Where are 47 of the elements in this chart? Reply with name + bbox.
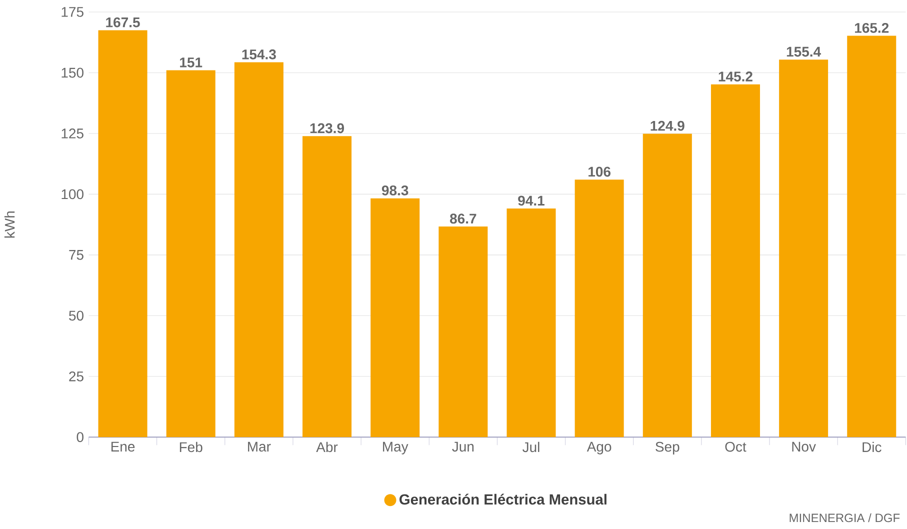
x-tick-label: Dic <box>862 442 882 452</box>
bar <box>710 84 760 438</box>
x-tick-label: Jun <box>452 442 474 452</box>
data-label: 155.4 <box>786 46 821 57</box>
data-label: 165.2 <box>855 22 889 33</box>
bar <box>642 134 692 438</box>
bar <box>506 208 556 438</box>
x-tick-label: Oct <box>725 442 746 452</box>
bar <box>234 62 284 438</box>
legend-label: Generación Eléctrica Mensual <box>400 494 606 505</box>
bar <box>370 198 420 438</box>
data-label: 167.5 <box>106 17 140 28</box>
y-tick-label: 50 <box>69 310 84 321</box>
bar <box>98 30 148 438</box>
x-tick-label: Ago <box>586 442 612 454</box>
y-tick-label: 0 <box>76 432 84 442</box>
data-label: 154.3 <box>242 49 276 60</box>
y-tick-label: 25 <box>69 371 84 382</box>
x-tick-label: Feb <box>180 442 202 452</box>
data-label: 86.7 <box>450 214 476 224</box>
data-label: 124.9 <box>650 120 684 131</box>
x-tick-label: May <box>383 442 408 454</box>
y-tick-label: 100 <box>62 189 84 200</box>
y-tick-label: 150 <box>62 68 84 78</box>
bar <box>166 70 216 438</box>
bar <box>779 60 828 438</box>
x-tick-label: Sep <box>656 442 680 454</box>
y-axis-title: kWh <box>4 211 15 238</box>
text: MINENERGIA / DGF <box>790 513 900 522</box>
x-tick-label: Nov <box>792 442 816 452</box>
data-label: 98.3 <box>382 185 408 196</box>
y-tick-label: 125 <box>62 128 84 138</box>
data-label: 123.9 <box>310 123 344 134</box>
bar <box>438 226 488 438</box>
x-tick-label: Jul <box>522 442 540 452</box>
x-tick-label: Mar <box>248 442 271 452</box>
y-tick-label: 75 <box>69 250 84 260</box>
data-label: 145.2 <box>718 72 752 82</box>
data-label: 151 <box>180 58 202 68</box>
data-label: 94.1 <box>518 196 544 206</box>
data-label: 106 <box>588 166 610 177</box>
bar <box>574 180 624 438</box>
bar <box>302 136 352 438</box>
y-tick-label: 175 <box>62 7 84 17</box>
x-tick-label: Ene <box>111 442 135 452</box>
x-tick-label: Abr <box>316 442 338 452</box>
bar <box>847 36 896 438</box>
